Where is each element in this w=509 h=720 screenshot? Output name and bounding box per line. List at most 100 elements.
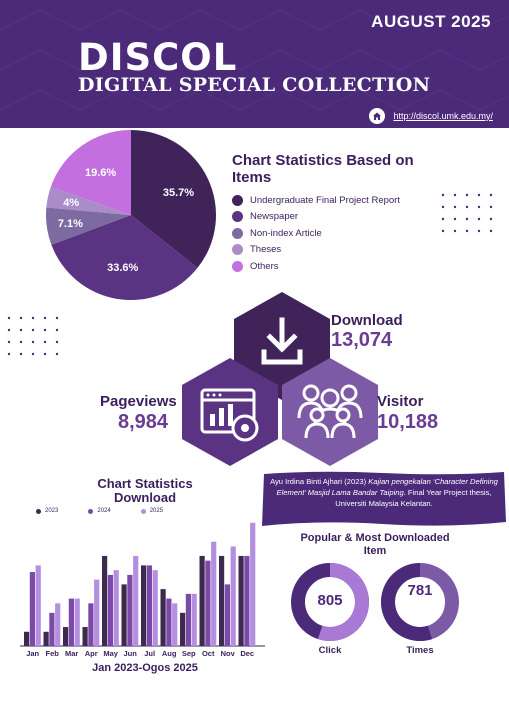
brand-subtitle: DIGITAL SPECIAL COLLECTION	[78, 74, 431, 96]
click-value: 805	[317, 592, 343, 609]
bar-legend-label: 2024	[97, 508, 111, 514]
bar-legend-label: 2023	[45, 508, 59, 514]
x-tick-label: Jun	[124, 649, 138, 658]
download-icon	[261, 317, 303, 365]
bar-2024-jun	[127, 574, 133, 646]
bar-2023-mar	[63, 627, 69, 646]
bar-2025-oct	[211, 541, 217, 646]
bar-legend-item: 2024	[88, 508, 111, 514]
legend-item: Others	[232, 258, 400, 275]
legend-label: Theses	[250, 244, 282, 256]
x-tick-label: Jan	[26, 649, 39, 658]
x-tick-label: Mar	[65, 649, 78, 658]
bar-2024-sep	[185, 593, 191, 646]
legend-item: Non-index Article	[232, 225, 400, 242]
bar-2025-aug	[172, 603, 178, 646]
visitor-label: Visitor	[377, 393, 424, 410]
bar-legend-swatch	[140, 508, 146, 514]
bar-2025-apr	[94, 579, 100, 646]
bar-2023-oct	[199, 555, 205, 646]
download-chart-caption: Jan 2023-Ogos 2025	[92, 662, 198, 674]
pageviews-label: Pageviews	[100, 393, 177, 410]
citation-text: Ayu Irdina Binti Ajhari (2023) Kajian pe…	[268, 476, 500, 509]
download-chart-legend: 2023 2024 2025	[36, 508, 163, 514]
legend-label: Non-index Article	[250, 227, 322, 239]
pie-slice	[46, 207, 131, 245]
bar-2025-jun	[133, 555, 139, 646]
legend-swatch	[232, 260, 243, 272]
bar-2023-jun	[121, 584, 127, 646]
download-bar-chart: Jan Feb Mar Apr May Jun Jul Aug Sep Oct Nov Dec	[20, 522, 265, 658]
times-donut	[381, 563, 459, 641]
bar-2023-jul	[141, 565, 147, 646]
click-label: Click	[318, 645, 342, 656]
bar-legend-label: 2025	[149, 508, 164, 514]
bar-2025-may	[113, 570, 119, 646]
legend-label: Others	[250, 260, 279, 272]
x-tick-label: Jul	[144, 649, 155, 658]
bar-2025-jul	[152, 570, 158, 646]
bar-2023-apr	[82, 627, 88, 646]
bar-2023-may	[102, 555, 108, 646]
legend-item: Theses	[232, 242, 400, 259]
items-chart-title: Chart Statistics Based on Items	[232, 152, 414, 186]
download-chart-title: Chart Statistics Download	[97, 476, 193, 505]
bar-2025-sep	[191, 593, 197, 646]
bar-2025-feb	[55, 603, 61, 646]
pageviews-value: 8,984	[118, 411, 169, 433]
pie-slice-label: 7.1%	[58, 218, 83, 230]
download-value: 13,074	[331, 329, 393, 351]
donut-arc	[317, 563, 369, 641]
bar-2024-aug	[166, 598, 172, 646]
visitor-value: 10,188	[377, 411, 439, 433]
x-tick-label: Aug	[162, 649, 177, 658]
bar-2023-sep	[180, 612, 186, 646]
bar-2024-feb	[49, 612, 55, 646]
pie-slice-label: 33.6%	[107, 262, 138, 274]
legend-swatch	[232, 194, 243, 206]
citation-author: Ayu Irdina Binti Ajhari (2023)	[270, 477, 369, 486]
citation-rest: . Final Year Project thesis, Universiti …	[335, 488, 492, 508]
bar-legend-item: 2023	[36, 508, 58, 514]
click-donut	[291, 563, 369, 641]
x-tick-label: Apr	[85, 649, 98, 658]
bar-2023-feb	[43, 631, 49, 646]
legend-label: Undergraduate Final Project Report	[250, 194, 400, 206]
bar-2025-mar	[74, 598, 80, 646]
popular-title: Popular & Most Downloaded Item	[300, 532, 450, 557]
x-tick-label: Sep	[182, 649, 196, 658]
x-tick-label: Oct	[202, 649, 215, 658]
citation-title: Kajian pengekalan ‘Character Defining El…	[276, 477, 498, 497]
bar-2023-aug	[160, 589, 166, 646]
bar-2025-nov	[230, 546, 236, 646]
brand-title: DISCOL	[78, 36, 238, 79]
bar-2024-apr	[88, 603, 94, 646]
browser-chart-eye-icon	[200, 388, 259, 442]
legend-item: Newspaper	[232, 209, 400, 226]
bar-2024-jan	[29, 572, 35, 646]
times-label: Times	[406, 645, 434, 656]
website-link-row[interactable]: http://discol.umk.edu.my/	[369, 108, 493, 124]
legend-swatch	[232, 244, 243, 256]
download-label: Download	[331, 312, 403, 329]
bar-2025-jan	[35, 565, 41, 646]
pie-slice	[51, 215, 198, 300]
bar-2024-jul	[146, 565, 152, 646]
pageviews-hexagon	[182, 358, 278, 466]
pie-slice-label: 19.6%	[85, 167, 116, 179]
bar-2024-nov	[224, 584, 230, 646]
bar-2024-may	[107, 574, 113, 646]
website-url[interactable]: http://discol.umk.edu.my/	[393, 111, 493, 121]
x-tick-label: Nov	[221, 649, 236, 658]
pie-slice-label: 35.7%	[163, 187, 194, 199]
group-icon	[297, 384, 363, 439]
bar-2023-jan	[24, 631, 30, 646]
home-icon	[369, 108, 386, 124]
items-pie-chart: 35.7% 33.6% 7.1% 4% 19.6%	[46, 130, 216, 300]
pie-slice	[50, 130, 131, 215]
bar-legend-item: 2025	[140, 508, 164, 514]
legend-swatch	[232, 211, 243, 223]
legend-item: Undergraduate Final Project Report	[232, 192, 400, 209]
bar-2024-mar	[68, 598, 74, 646]
citation-banner	[262, 471, 506, 526]
